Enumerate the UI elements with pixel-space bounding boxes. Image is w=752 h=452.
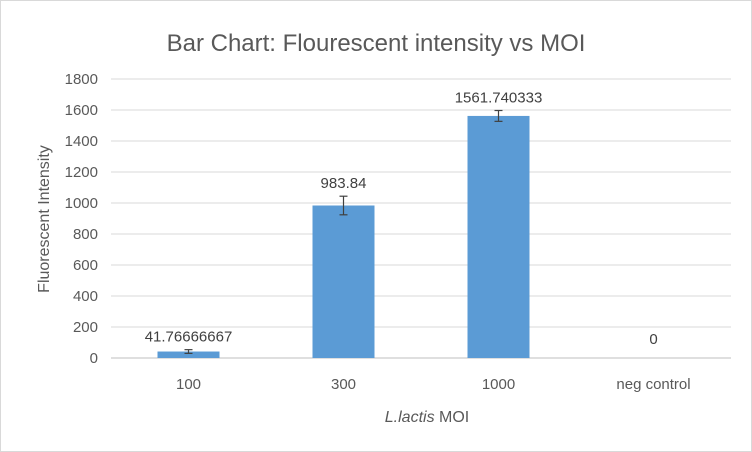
y-tick-label: 0 — [90, 350, 98, 367]
y-tick-label: 1000 — [65, 195, 98, 212]
y-tick-label: 800 — [73, 226, 98, 243]
bar — [312, 205, 375, 358]
x-axis-label-rest: MOI — [435, 409, 470, 426]
y-axis-label: Fluorescent Intensity — [36, 145, 53, 293]
x-tick-label: neg control — [616, 376, 690, 393]
x-tick-label: 1000 — [482, 376, 515, 393]
data-label: 0 — [649, 331, 657, 348]
bar — [157, 351, 220, 358]
bar — [467, 115, 530, 358]
y-tick-label: 200 — [73, 319, 98, 336]
x-tick-label: 100 — [176, 376, 201, 393]
y-tick-label: 600 — [73, 257, 98, 274]
y-tick-label: 1800 — [65, 71, 98, 88]
x-axis-label-italic: L.lactis — [385, 409, 435, 426]
data-labels: 41.76666667 983.84 1561.740333 0 — [145, 90, 658, 348]
gridlines — [111, 78, 731, 359]
y-tick-label: 400 — [73, 288, 98, 305]
chart-title: Bar Chart: Flourescent intensity vs MOI — [167, 30, 586, 57]
data-label: 41.76666667 — [145, 329, 233, 346]
y-tick-label: 1200 — [65, 164, 98, 181]
x-axis-ticks: 100 300 1000 neg control — [176, 376, 691, 393]
y-tick-label: 1600 — [65, 102, 98, 119]
y-axis-ticks: 0 200 400 600 800 1000 1200 1400 1600 1800 — [65, 71, 98, 367]
x-tick-label: 300 — [331, 376, 356, 393]
bars — [157, 109, 530, 358]
data-label: 983.84 — [321, 175, 367, 192]
data-label: 1561.740333 — [455, 90, 543, 107]
y-tick-label: 1400 — [65, 133, 98, 150]
x-axis-label: L.lactis MOI — [385, 409, 469, 426]
